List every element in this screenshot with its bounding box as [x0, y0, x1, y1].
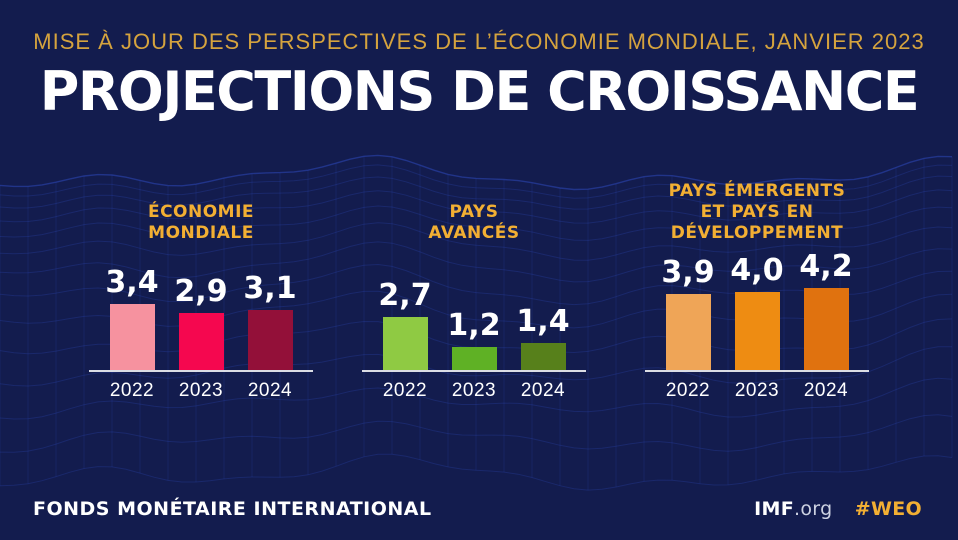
bar-2022: [382, 317, 428, 370]
year-label: 2022: [665, 380, 711, 401]
bar-column: 2,7: [376, 280, 434, 370]
bar-2023: [734, 292, 780, 370]
footer-org-name: FONDS MONÉTAIRE INTERNATIONAL: [33, 498, 432, 520]
mesh-row-line: [0, 189, 953, 224]
year-labels-row: 2022 2023 2024: [645, 380, 869, 402]
bar-column: 4,0: [728, 255, 786, 370]
mesh-row-line: [0, 346, 952, 387]
group-title-line: PAYS: [449, 202, 499, 222]
report-subtitle: MISE À JOUR DES PERSPECTIVES DE L’ÉCONOM…: [33, 29, 925, 54]
mesh-row-line: [0, 154, 953, 191]
bars-row: 3,4 2,9 3,1: [89, 244, 313, 370]
chart-group-2: PAYS AVANCÉS 2,7 1,2 1,4 2022 2023 2024: [362, 155, 586, 402]
axis-line: [89, 370, 313, 372]
year-label: 2022: [382, 380, 428, 401]
bar-value-label: 3,4: [105, 265, 159, 300]
mesh-row-line: [0, 241, 953, 283]
group-title: PAYS AVANCÉS: [362, 155, 586, 244]
group-title: PAYS ÉMERGENTS ET PAYS EN DÉVELOPPEMENT: [645, 155, 869, 244]
bar-2022: [109, 304, 155, 370]
bar-value-label: 3,1: [243, 271, 297, 306]
year-labels-row: 2022 2023 2024: [89, 380, 313, 402]
bar-column: 1,4: [514, 306, 572, 370]
mesh-row-line: [0, 222, 953, 261]
year-label: 2024: [247, 380, 293, 401]
bar-column: 3,9: [659, 257, 717, 370]
year-label: 2024: [520, 380, 566, 401]
bar-2024: [247, 310, 293, 370]
bar-value-label: 1,2: [447, 308, 501, 343]
mesh-row-line: [0, 377, 953, 420]
bar-2023: [451, 347, 497, 370]
page-title: PROJECTIONS DE CROISSANCE: [39, 60, 920, 123]
group-title-line: ÉCONOMIE: [147, 202, 255, 222]
group-title-line: DÉVELOPPEMENT: [670, 223, 844, 243]
year-labels-row: 2022 2023 2024: [362, 380, 586, 402]
year-label: 2023: [451, 380, 497, 401]
footer-links: IMF.org #WEO: [754, 498, 922, 520]
weo-hashtag: #WEO: [854, 498, 922, 520]
bar-value-label: 3,9: [661, 255, 715, 290]
bar-value-label: 2,7: [378, 278, 432, 313]
mesh-row-line: [0, 290, 953, 329]
mesh-row-line: [0, 263, 953, 306]
mesh-row-line: [0, 453, 953, 491]
bar-value-label: 1,4: [516, 304, 570, 339]
bar-2023: [178, 313, 224, 370]
group-title-line: AVANCÉS: [428, 223, 520, 243]
bar-2022: [665, 294, 711, 370]
year-label: 2023: [734, 380, 780, 401]
axis-line: [362, 370, 586, 372]
year-label: 2023: [178, 380, 224, 401]
axis-line: [645, 370, 869, 372]
group-title-line: MONDIALE: [148, 223, 254, 243]
chart-group-3: PAYS ÉMERGENTS ET PAYS EN DÉVELOPPEMENT 3,9…: [645, 155, 869, 402]
bar-column: 1,2: [445, 310, 503, 370]
bar-value-label: 2,9: [174, 274, 228, 309]
bar-column: 4,2: [797, 251, 855, 370]
bar-value-label: 4,2: [799, 249, 853, 284]
bars-row: 3,9 4,0 4,2: [645, 244, 869, 370]
bar-column: 2,9: [172, 276, 230, 370]
year-label: 2022: [109, 380, 155, 401]
mesh-row-line: [0, 205, 953, 241]
mesh-row-line: [0, 164, 953, 199]
bar-value-label: 4,0: [730, 253, 784, 288]
group-title-line: ET PAYS EN: [700, 202, 814, 222]
imf-link: IMF: [754, 498, 795, 520]
bar-2024: [803, 288, 849, 370]
year-label: 2024: [803, 380, 849, 401]
group-title: ÉCONOMIE MONDIALE: [89, 155, 313, 244]
bar-column: 3,1: [241, 273, 299, 370]
chart-group-1: ÉCONOMIE MONDIALE 3,4 2,9 3,1 2022 2023 2024: [89, 155, 313, 402]
bars-row: 2,7 1,2 1,4: [362, 244, 586, 370]
group-title-line: PAYS ÉMERGENTS: [668, 181, 846, 201]
imf-org-suffix: .org: [794, 498, 833, 520]
bar-2024: [520, 343, 566, 370]
mesh-row-line: [0, 414, 953, 453]
mesh-row-line: [0, 175, 953, 210]
bar-column: 3,4: [103, 267, 161, 370]
